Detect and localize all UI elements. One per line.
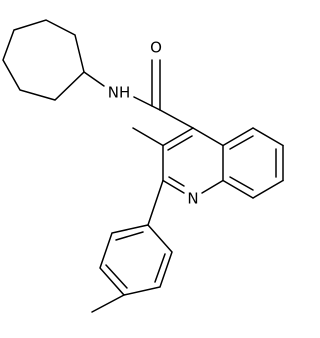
bond: [159, 109, 194, 129]
bond: [229, 176, 254, 191]
bond: [192, 127, 224, 147]
bond: [168, 176, 185, 187]
bond: [252, 179, 284, 199]
cycloheptane-ring: [2, 19, 85, 101]
bond: [105, 264, 128, 289]
bond: [229, 135, 254, 150]
bond: [222, 179, 254, 199]
atom-label: O: [150, 39, 162, 57]
tolyl-ring: [99, 224, 173, 296]
bond: [162, 127, 194, 147]
bond: [162, 179, 185, 194]
bond: [133, 96, 161, 111]
bond: [132, 127, 164, 147]
molecule-diagram: O NH N: [2, 19, 284, 313]
bond: [252, 127, 284, 147]
bond: [222, 127, 254, 147]
atom-label: N: [187, 190, 198, 208]
bond: [167, 135, 193, 151]
bond: [201, 179, 224, 194]
bond: [154, 253, 166, 283]
bond: [83, 71, 105, 87]
bond: [115, 231, 144, 241]
atom-label: NH: [108, 84, 131, 102]
bond: [91, 294, 125, 313]
bond: [147, 179, 164, 226]
